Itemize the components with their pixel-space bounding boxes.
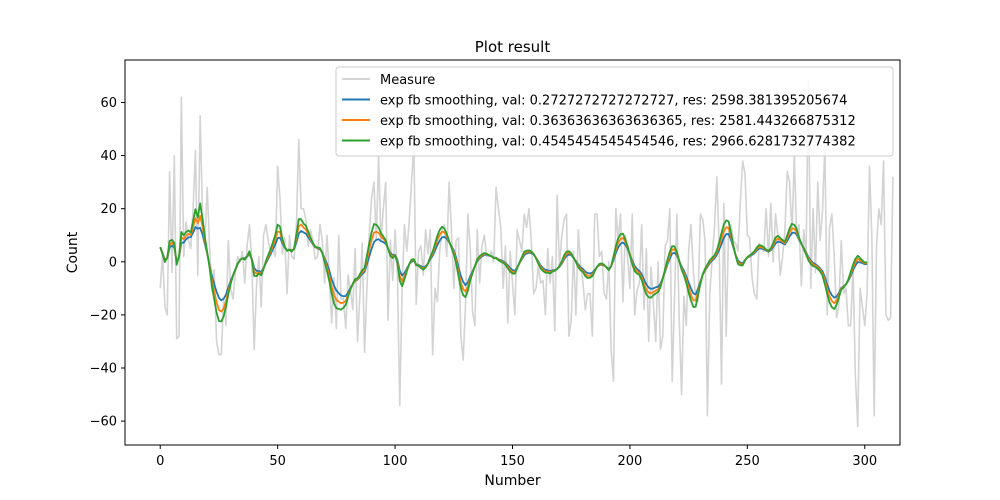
y-tick-label: 20 xyxy=(100,202,117,217)
y-tick-label: −40 xyxy=(90,362,117,377)
y-tick-label: 40 xyxy=(100,149,117,164)
y-axis-label: Count xyxy=(65,231,81,273)
x-tick-label: 50 xyxy=(269,454,286,469)
x-axis-label: Number xyxy=(484,473,540,489)
x-tick-label: 250 xyxy=(735,454,760,469)
legend-label-smoothing-3: exp fb smoothing, val: 0.454545454545454… xyxy=(380,135,856,150)
y-tick-label: 60 xyxy=(100,96,117,111)
x-tick-label: 150 xyxy=(500,454,525,469)
legend-frame xyxy=(335,66,894,157)
chart-title: Plot result xyxy=(475,38,551,56)
x-axis-ticks: 0 50 100 150 200 250 300 xyxy=(156,445,877,469)
y-tick-label: 0 xyxy=(109,255,117,270)
y-axis-ticks: −60 −40 −20 0 20 40 60 xyxy=(90,96,125,430)
x-tick-label: 200 xyxy=(618,454,643,469)
legend-label-measure: Measure xyxy=(380,73,435,88)
series-layer xyxy=(159,80,894,428)
legend-label-smoothing-1: exp fb smoothing, val: 0.272727272727272… xyxy=(380,94,847,109)
y-tick-label: −60 xyxy=(90,415,117,430)
legend-label-smoothing-2: exp fb smoothing, val: 0.363636363636363… xyxy=(380,114,856,129)
series-line-smoothing-3 xyxy=(159,202,868,323)
x-tick-label: 100 xyxy=(383,454,408,469)
x-tick-label: 300 xyxy=(852,454,877,469)
series-line-measure xyxy=(159,80,894,428)
legend: Measure exp fb smoothing, val: 0.2727272… xyxy=(335,66,894,157)
x-tick-label: 0 xyxy=(156,454,164,469)
y-tick-label: −20 xyxy=(90,308,117,323)
